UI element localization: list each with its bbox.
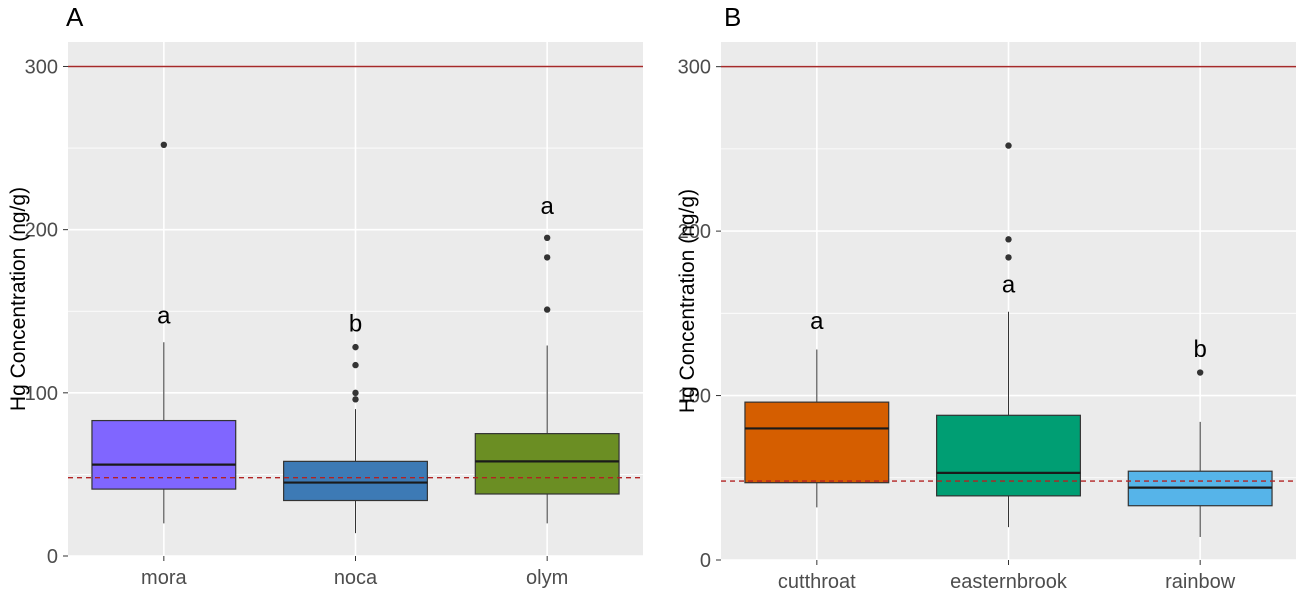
x-tick-label: mora xyxy=(141,567,187,589)
outlier-point xyxy=(543,234,551,242)
box-noca: b noca xyxy=(283,311,428,589)
x-tick-label: olym xyxy=(526,567,568,589)
x-tick-label: easternbrook xyxy=(950,571,1068,593)
y-tick-label: 100 xyxy=(678,386,711,408)
panel-a-label: A xyxy=(66,2,84,32)
y-tick-label: 100 xyxy=(25,383,58,405)
outlier-point xyxy=(352,361,359,369)
outlier-point xyxy=(543,254,551,261)
box-body xyxy=(91,419,237,490)
y-tick-label: 300 xyxy=(678,57,711,79)
y-tick-label: 200 xyxy=(678,221,711,243)
y-axis-label: Hg Concentration (ng/g) xyxy=(676,189,699,413)
x-tick-label: noca xyxy=(334,567,378,589)
box-body xyxy=(744,401,890,484)
outlier-point xyxy=(1005,254,1012,261)
box-body xyxy=(283,460,428,502)
y-axis-label: Hg Concentration (ng/g) xyxy=(7,187,30,411)
outlier-point xyxy=(352,396,359,403)
significance-letter: a xyxy=(1002,272,1016,299)
outlier-point xyxy=(1005,142,1012,149)
outlier-point xyxy=(352,389,359,397)
y-tick-label: 300 xyxy=(25,56,58,78)
significance-letter: a xyxy=(540,193,554,220)
outlier-point xyxy=(543,306,551,313)
y-tick-label: 0 xyxy=(47,546,58,568)
box-body xyxy=(936,414,1081,497)
box-olym: a olym xyxy=(474,193,620,589)
panel-b-label: B xyxy=(724,2,741,32)
outlier-point xyxy=(352,343,359,351)
significance-letter: a xyxy=(810,308,824,335)
outlier-point xyxy=(1005,236,1012,243)
box-cutthroat: a cutthroat xyxy=(744,308,890,593)
x-tick-label: rainbow xyxy=(1165,571,1236,593)
outlier-point xyxy=(1196,369,1204,376)
y-tick-label: 0 xyxy=(700,550,711,572)
x-tick-label: cutthroat xyxy=(778,571,856,593)
panel-b: 0 100 200 300 a cutthroat a easternbrook b rainbo… xyxy=(676,42,1296,593)
panel-a: 0 100 200 300 a mora b noca a olym Hg Concentratio… xyxy=(7,42,643,589)
y-tick-label: 200 xyxy=(25,220,58,242)
box-rainbow: b rainbow xyxy=(1127,336,1273,593)
box-body xyxy=(474,433,620,495)
significance-letter: b xyxy=(1193,336,1206,363)
significance-letter: b xyxy=(349,311,362,338)
significance-letter: a xyxy=(157,303,171,330)
outlier-point xyxy=(160,141,168,148)
box-easternbrook: a easternbrook xyxy=(936,142,1081,593)
